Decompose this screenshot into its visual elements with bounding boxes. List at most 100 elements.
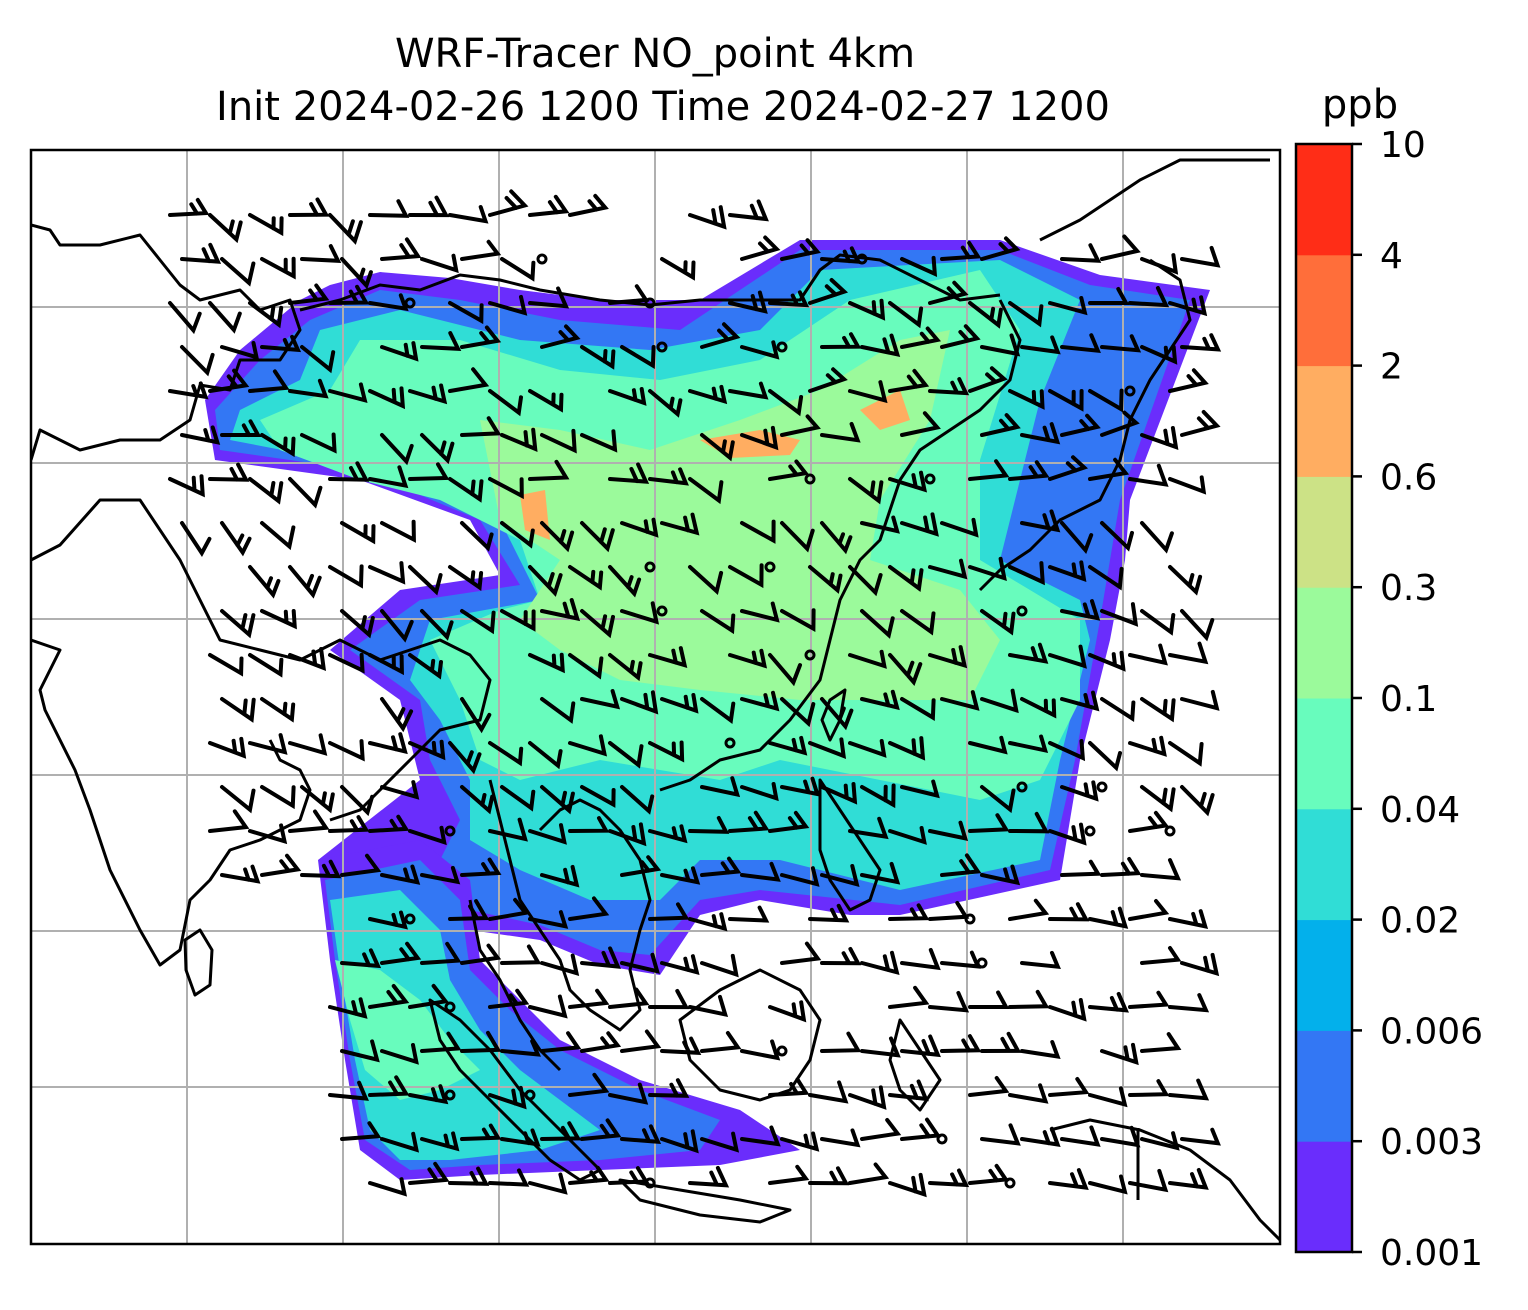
wind-barb — [1060, 243, 1102, 263]
wind-barb — [656, 341, 668, 353]
wind-barb — [568, 193, 609, 217]
wind-barb — [460, 697, 492, 734]
colorbar-ticks: 0.001 0.003 0.006 0.02 0.04 0.1 0.3 0.6 2 4 10 — [1352, 125, 1483, 1274]
wind-barb — [860, 515, 900, 534]
wind-barb — [1008, 811, 1050, 834]
wind-barb — [220, 257, 256, 287]
wind-barb — [408, 565, 443, 596]
wind-barb — [608, 1082, 649, 1105]
wind-barb — [380, 341, 419, 362]
wind-barb — [808, 1080, 849, 1104]
wind-barb — [620, 855, 662, 877]
colorbar-block-8 — [1296, 254, 1352, 367]
wind-barb — [488, 1168, 530, 1187]
wind-barb — [928, 280, 969, 305]
wind-barb — [1140, 609, 1176, 636]
wind-barb — [1180, 609, 1215, 642]
wind-barb — [220, 697, 256, 723]
wind-barb — [260, 785, 296, 810]
wind-barb — [568, 896, 610, 921]
wind-barb — [528, 823, 567, 845]
wind-barb — [776, 341, 788, 353]
wind-barb — [168, 474, 205, 498]
wind-barb — [368, 1075, 410, 1097]
wind-barb — [1180, 689, 1220, 711]
wind-barb — [900, 779, 940, 799]
wind-barb — [1128, 735, 1167, 757]
wind-barb — [660, 257, 696, 281]
wind-barb — [968, 301, 1003, 329]
wind-barb — [780, 1131, 820, 1152]
wind-barb — [1180, 245, 1221, 268]
colorbar-block-9 — [1296, 144, 1352, 256]
colorbar-tick-label-7: 0.6 — [1380, 457, 1437, 498]
wind-barb — [940, 690, 980, 711]
wind-barb — [860, 783, 896, 809]
wind-barb — [768, 735, 808, 756]
wind-barb — [1048, 296, 1088, 316]
wind-barb — [536, 253, 548, 265]
wind-barb — [408, 1161, 450, 1185]
wind-barb — [448, 1166, 490, 1186]
wind-barb — [860, 333, 901, 357]
wind-barb — [1100, 234, 1141, 261]
wind-barb — [656, 605, 668, 617]
wind-barb — [208, 462, 250, 482]
wind-barb — [580, 785, 616, 808]
map-frame — [29, 148, 1282, 1246]
wind-barb — [408, 983, 450, 1009]
wind-barb — [488, 817, 528, 842]
colorbar-block-2 — [1296, 919, 1352, 1031]
wind-barb — [780, 866, 820, 887]
wind-barb — [328, 739, 365, 762]
wind-barb — [1008, 1083, 1049, 1104]
wind-barb — [220, 609, 256, 639]
wind-barb — [248, 369, 290, 393]
wind-barb — [968, 813, 1010, 833]
wind-barb — [1048, 822, 1087, 846]
wind-barb — [688, 994, 729, 1018]
wind-barb — [688, 205, 727, 230]
wind-barb — [728, 810, 770, 833]
wind-barb — [928, 820, 969, 841]
wind-barb — [1004, 1177, 1016, 1189]
wind-barb — [500, 1128, 541, 1147]
wind-barb — [1060, 413, 1101, 437]
coastline-new-guinea — [1049, 1118, 1280, 1242]
wind-barb — [768, 1077, 810, 1097]
wind-barb — [648, 646, 688, 668]
wind-barb — [460, 785, 495, 815]
wind-barb — [368, 561, 406, 585]
wind-barb — [1164, 825, 1176, 837]
wind-barb — [648, 467, 689, 486]
colorbar: ppb 0.001 0.003 0.006 0.02 0.04 0.1 0.3 0.6 2 4 10 — [1294, 82, 1483, 1274]
wind-barb — [540, 697, 576, 724]
wind-barb — [248, 477, 284, 505]
wind-barb — [740, 1039, 781, 1061]
wind-barb — [1048, 455, 1089, 481]
coastline-india — [31, 638, 312, 967]
wind-barb — [288, 647, 327, 671]
wind-barb — [168, 197, 210, 217]
wind-barb — [380, 1131, 420, 1153]
wind-barb — [648, 1078, 690, 1098]
wind-barb — [968, 459, 1010, 481]
wind-barb — [620, 952, 660, 974]
coastline-malay-peninsula — [468, 899, 562, 1072]
wind-barb — [888, 653, 923, 686]
colorbar-tick-label-0: 0.001 — [1380, 1233, 1483, 1274]
coastline-indochina — [488, 779, 652, 1032]
wind-barb — [540, 598, 581, 622]
colorbar-tick-label-6: 0.3 — [1380, 568, 1437, 609]
wind-barb — [928, 377, 970, 396]
wind-barb — [1048, 739, 1086, 762]
wind-barb — [1016, 605, 1028, 617]
wind-barb — [328, 652, 365, 674]
wind-barb — [740, 425, 779, 451]
wind-barb — [820, 422, 861, 443]
wind-barb — [968, 366, 1008, 393]
wind-barb — [820, 1128, 861, 1148]
wind-barb — [860, 950, 900, 975]
wind-barb — [620, 345, 656, 369]
